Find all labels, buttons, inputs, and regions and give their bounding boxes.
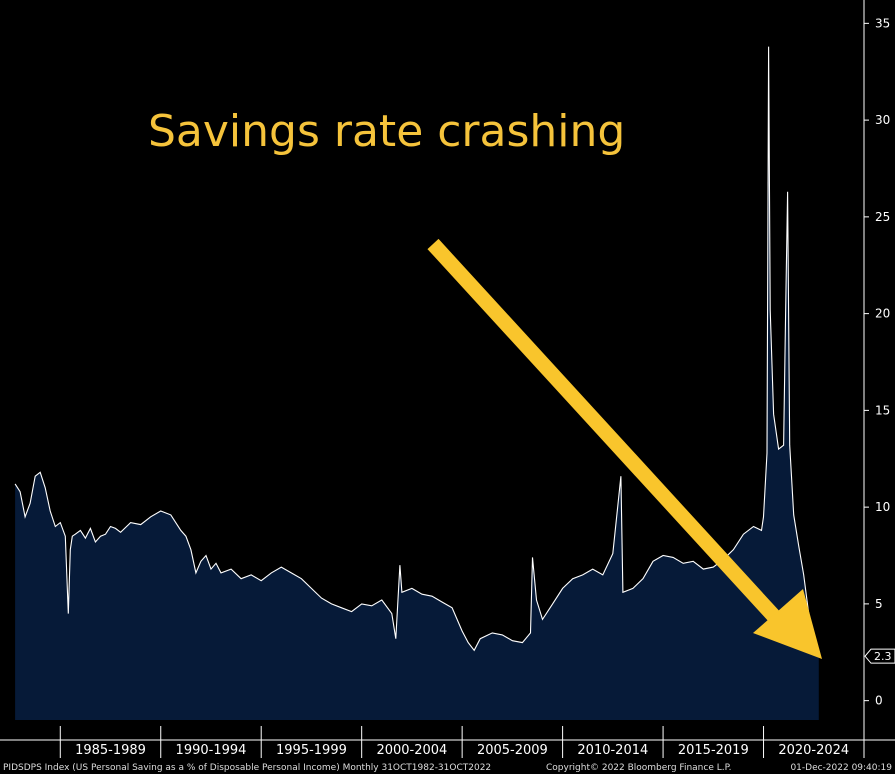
- y-tick-label-10: 10: [875, 500, 890, 514]
- y-tick-label-0: 0: [875, 694, 883, 708]
- x-tick-label-1: 1990-1994: [176, 743, 247, 758]
- arrow-shaft: [427, 238, 788, 631]
- x-tick-label-4: 2005-2009: [477, 743, 548, 758]
- x-tick-label-3: 2000-2004: [376, 743, 447, 758]
- y-tick-label-30: 30: [875, 113, 890, 127]
- x-tick-label-2: 1995-1999: [276, 743, 347, 758]
- x-tick-label-0: 1985-1989: [75, 743, 146, 758]
- footer-timestamp: 01-Dec-2022 09:40:19: [790, 763, 892, 773]
- x-tick-label-6: 2015-2019: [678, 743, 749, 758]
- y-tick-label-20: 20: [875, 307, 890, 321]
- arrow-annotation: [427, 238, 822, 659]
- y-tick-label-35: 35: [875, 16, 890, 30]
- y-axis: 0 5 10 15 20 25 30 35: [863, 0, 890, 740]
- footer-copyright: Copyright© 2022 Bloomberg Finance L.P.: [546, 763, 731, 773]
- plot-layer: [14, 46, 820, 721]
- savings-rate-line: [14, 46, 820, 657]
- y-tick-label-5: 5: [875, 597, 883, 611]
- savings-rate-area: [15, 46, 819, 721]
- x-axis: 1985-1989 1990-1994 1995-1999 2000-2004 2005…: [0, 726, 895, 758]
- last-value-box: [864, 648, 895, 664]
- arrow-head: [753, 589, 822, 659]
- last-value-label: 2.3: [874, 650, 892, 663]
- y-tick-label-25: 25: [875, 210, 890, 224]
- footer-source: PIDSDPS Index (US Personal Saving as a %…: [3, 763, 491, 773]
- chart-title: Savings rate crashing: [148, 106, 625, 157]
- y-tick-label-15: 15: [875, 403, 890, 417]
- last-value-marker: 2.3: [864, 648, 895, 664]
- x-tick-label-7: 2020-2024: [778, 743, 849, 758]
- footer-bar: PIDSDPS Index (US Personal Saving as a %…: [3, 763, 892, 773]
- x-tick-label-5: 2010-2014: [577, 743, 648, 758]
